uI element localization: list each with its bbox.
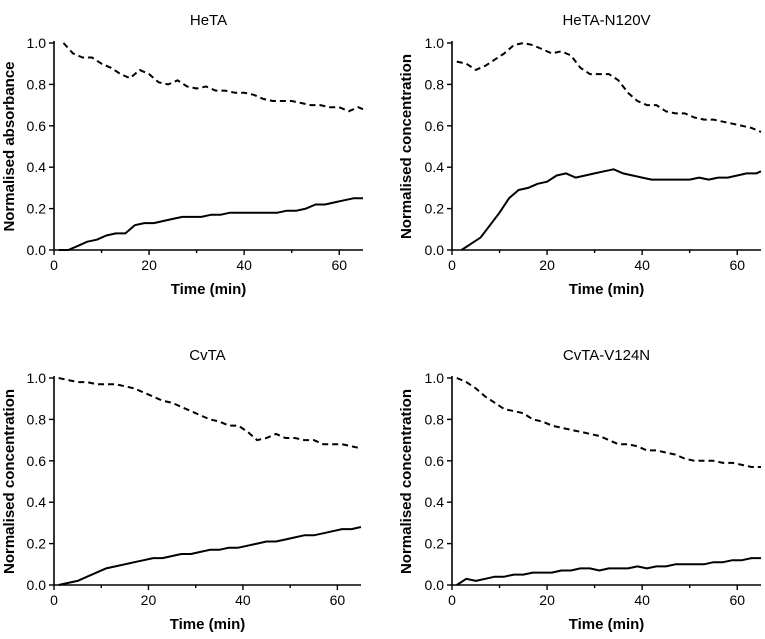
x-tick-label: 60 bbox=[331, 257, 347, 273]
y-tick-label: 0.0 bbox=[425, 242, 445, 258]
series-line-dashed bbox=[456, 42, 762, 133]
y-tick-label: 1.0 bbox=[425, 35, 445, 51]
y-tick-label: 1.0 bbox=[27, 35, 47, 51]
x-tick-label: 40 bbox=[634, 592, 650, 608]
series-line-solid bbox=[58, 197, 363, 251]
series-line-solid bbox=[58, 526, 362, 586]
y-tick-label: 0.6 bbox=[27, 118, 47, 134]
x-axis-label: Time (min) bbox=[569, 281, 645, 298]
y-tick-label: 0.4 bbox=[27, 494, 47, 510]
x-tick-label: 60 bbox=[729, 592, 745, 608]
x-tick-label: 0 bbox=[448, 592, 456, 608]
series-line-solid bbox=[456, 557, 761, 586]
y-axis-label: Normalised concentration bbox=[398, 54, 415, 239]
x-axis-label: Time (min) bbox=[171, 281, 247, 298]
chart-panel-1: HeTA 0.0 0.2 0.4 0.6 0.8 1.0 0 20 40 60 Time (min) N… bbox=[1, 12, 364, 298]
x-tick-label: 20 bbox=[141, 257, 157, 273]
y-tick-label: 0.2 bbox=[425, 536, 445, 552]
chart-title: CvTA bbox=[189, 347, 225, 364]
y-axis-label: Normalised concentration bbox=[398, 389, 415, 574]
series-line-dashed bbox=[456, 377, 761, 468]
y-tick-label: 0.4 bbox=[425, 494, 445, 510]
x-tick-label: 60 bbox=[729, 257, 745, 273]
x-tick-label: 0 bbox=[50, 257, 58, 273]
series-line-solid bbox=[460, 168, 762, 251]
series-line-dashed bbox=[62, 42, 364, 113]
x-axis-label: Time (min) bbox=[569, 616, 645, 633]
y-tick-label: 0.6 bbox=[425, 453, 445, 469]
y-tick-label: 0.2 bbox=[27, 201, 47, 217]
chart-title: HeTA-N120V bbox=[562, 12, 650, 29]
y-tick-label: 0.8 bbox=[27, 411, 47, 427]
y-tick-label: 0.0 bbox=[27, 242, 47, 258]
y-tick-label: 0.6 bbox=[425, 118, 445, 134]
x-tick-label: 40 bbox=[634, 257, 650, 273]
y-tick-label: 0.4 bbox=[27, 159, 47, 175]
chart-title: CvTA-V124N bbox=[563, 347, 650, 364]
y-tick-label: 0.8 bbox=[27, 76, 47, 92]
chart-panel-4: CvTA-V124N 0.0 0.2 0.4 0.6 0.8 1.0 0 20 40 60 Time … bbox=[398, 347, 761, 633]
x-tick-label: 60 bbox=[330, 592, 346, 608]
chart-panel-3: CvTA 0.0 0.2 0.4 0.6 0.8 1.0 0 20 40 60 Time (min) N… bbox=[1, 347, 362, 633]
chart-title: HeTA bbox=[190, 12, 227, 29]
x-tick-label: 40 bbox=[235, 592, 251, 608]
x-axis-label: Time (min) bbox=[170, 616, 246, 633]
x-tick-label: 0 bbox=[50, 592, 58, 608]
y-tick-label: 1.0 bbox=[425, 370, 445, 386]
y-tick-label: 0.0 bbox=[27, 577, 47, 593]
y-axis-label: Normalised concentration bbox=[1, 389, 18, 574]
y-axis-label: Normalised absorbance bbox=[1, 61, 18, 231]
x-tick-label: 20 bbox=[539, 592, 555, 608]
y-tick-label: 0.2 bbox=[27, 536, 47, 552]
x-tick-label: 0 bbox=[448, 257, 456, 273]
y-tick-label: 0.0 bbox=[425, 577, 445, 593]
x-tick-label: 20 bbox=[539, 257, 555, 273]
chart-panel-2: HeTA-N120V 0.0 0.2 0.4 0.6 0.8 1.0 0 20 40 60 Time … bbox=[398, 12, 762, 298]
y-tick-label: 0.2 bbox=[425, 201, 445, 217]
y-tick-label: 1.0 bbox=[27, 370, 47, 386]
y-tick-label: 0.8 bbox=[425, 411, 445, 427]
y-tick-label: 0.6 bbox=[27, 453, 47, 469]
series-line-dashed bbox=[58, 377, 362, 450]
x-tick-label: 40 bbox=[236, 257, 252, 273]
y-tick-label: 0.8 bbox=[425, 76, 445, 92]
x-tick-label: 20 bbox=[141, 592, 157, 608]
y-tick-label: 0.4 bbox=[425, 159, 445, 175]
